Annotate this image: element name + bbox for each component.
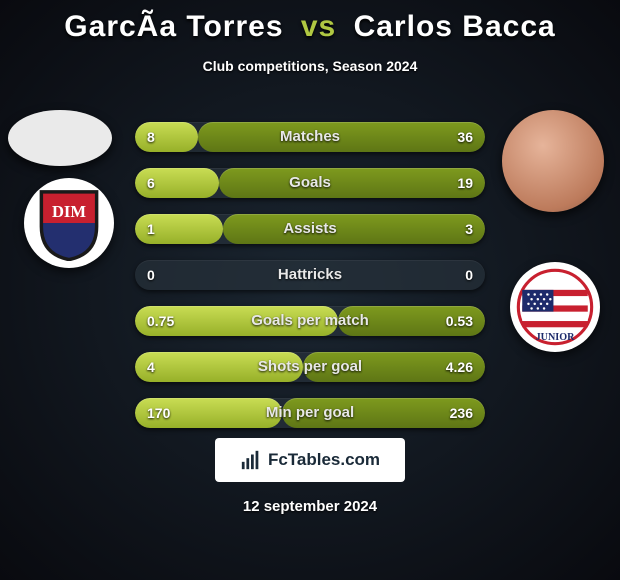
footer-brand-text: FcTables.com	[268, 450, 380, 470]
stat-row: 0.750.53Goals per match	[135, 306, 485, 336]
stat-rows: 836Matches 619Goals 13Assists 00Hattricks 0.…	[135, 122, 485, 444]
stat-row: 619Goals	[135, 168, 485, 198]
stat-label: Shots per goal	[135, 352, 485, 382]
stat-label: Matches	[135, 122, 485, 152]
stat-row: 13Assists	[135, 214, 485, 244]
vs-text: vs	[301, 10, 336, 43]
stat-row: 170236Min per goal	[135, 398, 485, 428]
chart-icon	[240, 449, 262, 471]
stat-label: Goals	[135, 168, 485, 198]
player1-name: GarcÃ­a Torres	[64, 10, 283, 43]
page-title: GarcÃ­a Torres vs Carlos Bacca	[0, 0, 620, 44]
stat-label: Min per goal	[135, 398, 485, 428]
stat-label: Goals per match	[135, 306, 485, 336]
player2-name: Carlos Bacca	[354, 10, 556, 43]
junior-shield-icon: JUNIOR	[516, 268, 594, 346]
player2-club-badge: JUNIOR	[510, 262, 600, 352]
subtitle: Club competitions, Season 2024	[0, 58, 620, 74]
player1-avatar	[8, 110, 112, 166]
dim-shield-icon: DIM	[34, 185, 104, 261]
svg-text:DIM: DIM	[52, 202, 86, 221]
stat-row: 836Matches	[135, 122, 485, 152]
player2-avatar	[502, 110, 604, 212]
footer-brand: FcTables.com	[215, 438, 405, 482]
stat-label: Hattricks	[135, 260, 485, 290]
stat-row: 44.26Shots per goal	[135, 352, 485, 382]
svg-text:JUNIOR: JUNIOR	[536, 332, 576, 343]
date-text: 12 september 2024	[0, 498, 620, 515]
player1-club-badge: DIM	[24, 178, 114, 268]
stat-label: Assists	[135, 214, 485, 244]
stat-row: 00Hattricks	[135, 260, 485, 290]
